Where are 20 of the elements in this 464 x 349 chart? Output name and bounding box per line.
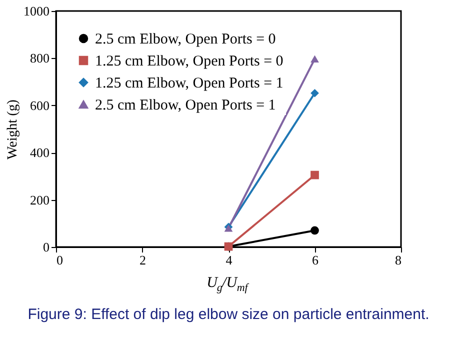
point (310, 88, 319, 98)
y-axis-title: Weight (g) (6, 99, 20, 160)
y-tick-label: 600 (30, 98, 50, 113)
x-tick-label: 6 (312, 252, 319, 268)
point (310, 226, 319, 235)
point (310, 170, 319, 180)
y-tick-label: 1000 (24, 4, 50, 18)
y-tick-label: 800 (30, 50, 50, 66)
legend-label: 2.5 cm Elbow, Open Ports = 1 (95, 98, 276, 114)
x-tick-label: 2 (140, 252, 146, 268)
y-tick-label: 0 (43, 240, 50, 254)
y-tick-label: 200 (30, 192, 50, 208)
legend-label: 2.5 cm Elbow, Open Ports = 0 (95, 32, 276, 48)
legend-label: 1.25 cm Elbow, Open Ports = 0 (95, 54, 284, 70)
legend-label: 1.25 cm Elbow, Open Ports = 1 (95, 76, 284, 92)
x-tick-label: 4 (226, 252, 233, 268)
x-tick-label: 0 (56, 252, 63, 268)
caption: Figure 9: Effect of dip leg elbow size on particle entrainment. (28, 306, 430, 323)
y-tick-label: 400 (30, 145, 50, 160)
x-tick-label: 8 (395, 252, 402, 268)
